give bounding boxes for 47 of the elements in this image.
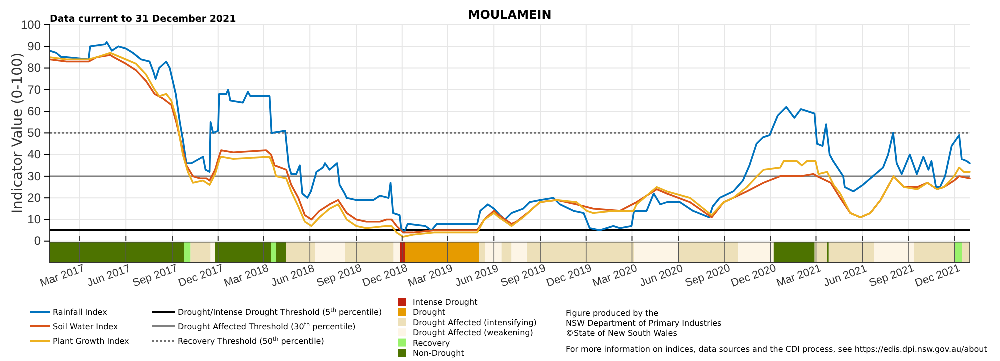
y-tick-label: 70 <box>28 82 42 97</box>
y-tick-label: 30 <box>28 169 42 184</box>
y-tick-label: 10 <box>28 212 42 227</box>
x-tick-label: Sep 2017 <box>131 262 180 290</box>
x-tick-label: Sep 2021 <box>868 262 916 290</box>
x-tick-label: Sep 2020 <box>684 262 732 290</box>
legend-label: Recovery <box>413 338 450 348</box>
chart-title: MOULAMEIN <box>468 8 552 22</box>
y-tick-label: 20 <box>28 190 42 205</box>
legend-label: Intense Drought <box>413 298 478 307</box>
legend-label: Drought <box>413 308 446 318</box>
text: Data current to 31 December 2021 <box>50 14 236 25</box>
x-tick-label: Mar 2019 <box>406 262 455 290</box>
y-tick-label: 80 <box>28 61 42 76</box>
y-axis-title: Indicator Value (0-100) <box>10 52 26 214</box>
text: Figure produced by the <box>566 309 659 318</box>
y-tick-label: 40 <box>28 148 42 162</box>
y-tick-label: 60 <box>28 104 42 118</box>
legend-label: Drought/Intense Drought Threshold (5$^{th}$ percentile) <box>178 307 382 317</box>
legend-label: Drought Affected Threshold (30$^{th}$ percentile) <box>178 322 356 332</box>
y-tick-label: 100 <box>20 18 42 32</box>
legend-label: Soil Water Index <box>53 322 118 332</box>
legend-label: Rainfall Index <box>53 308 108 317</box>
x-tick-label: Mar 2020 <box>591 262 640 290</box>
x-tick-label: Jun 2020 <box>638 262 685 290</box>
x-tick-label: Mar 2017 <box>38 262 87 290</box>
legend-label: Non-Drought <box>413 349 464 358</box>
x-tick-label: Dec 2021 <box>914 262 962 290</box>
text: NSW Department of Primary Industries <box>566 319 722 328</box>
legend-label: Plant Growth Index <box>53 337 130 346</box>
x-tick-label: Sep 2018 <box>315 262 364 290</box>
x-tick-label: Dec 2019 <box>545 262 594 290</box>
x-tick-label: Mar 2021 <box>775 262 824 290</box>
x-tick-label: Jun 2017 <box>86 262 132 290</box>
legend-label: Drought Affected (intensifying) <box>413 318 537 328</box>
y-tick-label: 0 <box>34 234 42 248</box>
x-tick-label: Jun 2021 <box>822 262 869 290</box>
legend-label: Drought Affected (weakening) <box>413 328 534 338</box>
legend-label: Recovery Threshold (50$^{th}$ percentile) <box>178 336 324 346</box>
x-tick-label: Jun 2019 <box>454 262 500 290</box>
text: ©State of New South Wales <box>566 329 678 338</box>
text: For more information on indices, data sources and the CDI process, see https://edis.dpi.nsw.gov.au/about <box>566 345 988 354</box>
y-tick-label: 90 <box>28 39 42 54</box>
x-tick-label: Sep 2019 <box>499 262 548 290</box>
x-tick-label: Jun 2018 <box>270 262 316 290</box>
y-tick-label: 50 <box>28 126 42 140</box>
x-tick-label: Mar 2018 <box>222 262 271 290</box>
